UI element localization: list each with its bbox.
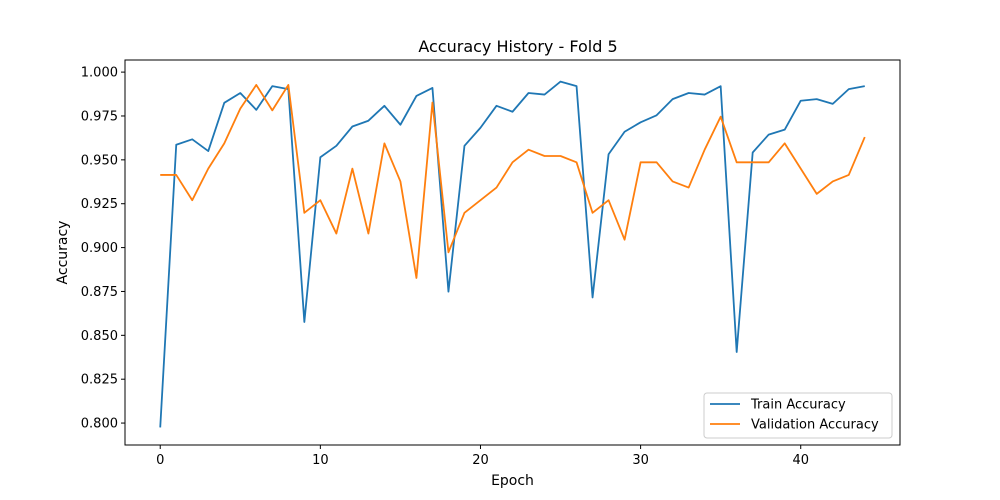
chart-title: Accuracy History - Fold 5 [418,37,617,56]
y-tick-label: 0.900 [81,241,118,256]
series-line-train [159,80,865,428]
y-axis: 0.800 0.825 0.850 0.875 0.900 0.925 0.950 0.975… [81,66,125,432]
x-tick-label: 20 [472,453,489,468]
y-tick-label: 0.975 [81,109,118,124]
y-tick-label: 0.875 [81,285,118,300]
x-axis-label: Epoch [491,473,534,489]
series-lines [159,80,866,428]
plot-frame [124,59,901,446]
legend-label: Validation Accuracy [751,418,879,433]
y-axis-label: Accuracy [55,221,71,285]
y-tick-label: 1.000 [81,66,118,81]
x-tick-label: 40 [792,453,809,468]
y-tick-label: 0.825 [81,373,118,388]
y-tick-label: 0.800 [81,417,118,432]
y-tick-label: 0.925 [81,197,118,212]
legend: Train Accuracy Validation Accuracy [703,392,893,439]
x-axis: 0 10 20 30 40 [156,445,809,468]
x-tick-label: 30 [632,453,649,468]
x-tick-label: 10 [312,453,329,468]
y-tick-label: 0.950 [81,153,118,168]
y-tick-label: 0.850 [81,329,118,344]
legend-label: Train Accuracy [750,398,846,413]
series-line-validation [160,84,866,279]
x-tick-label: 0 [156,453,164,468]
legend-box [703,392,893,439]
